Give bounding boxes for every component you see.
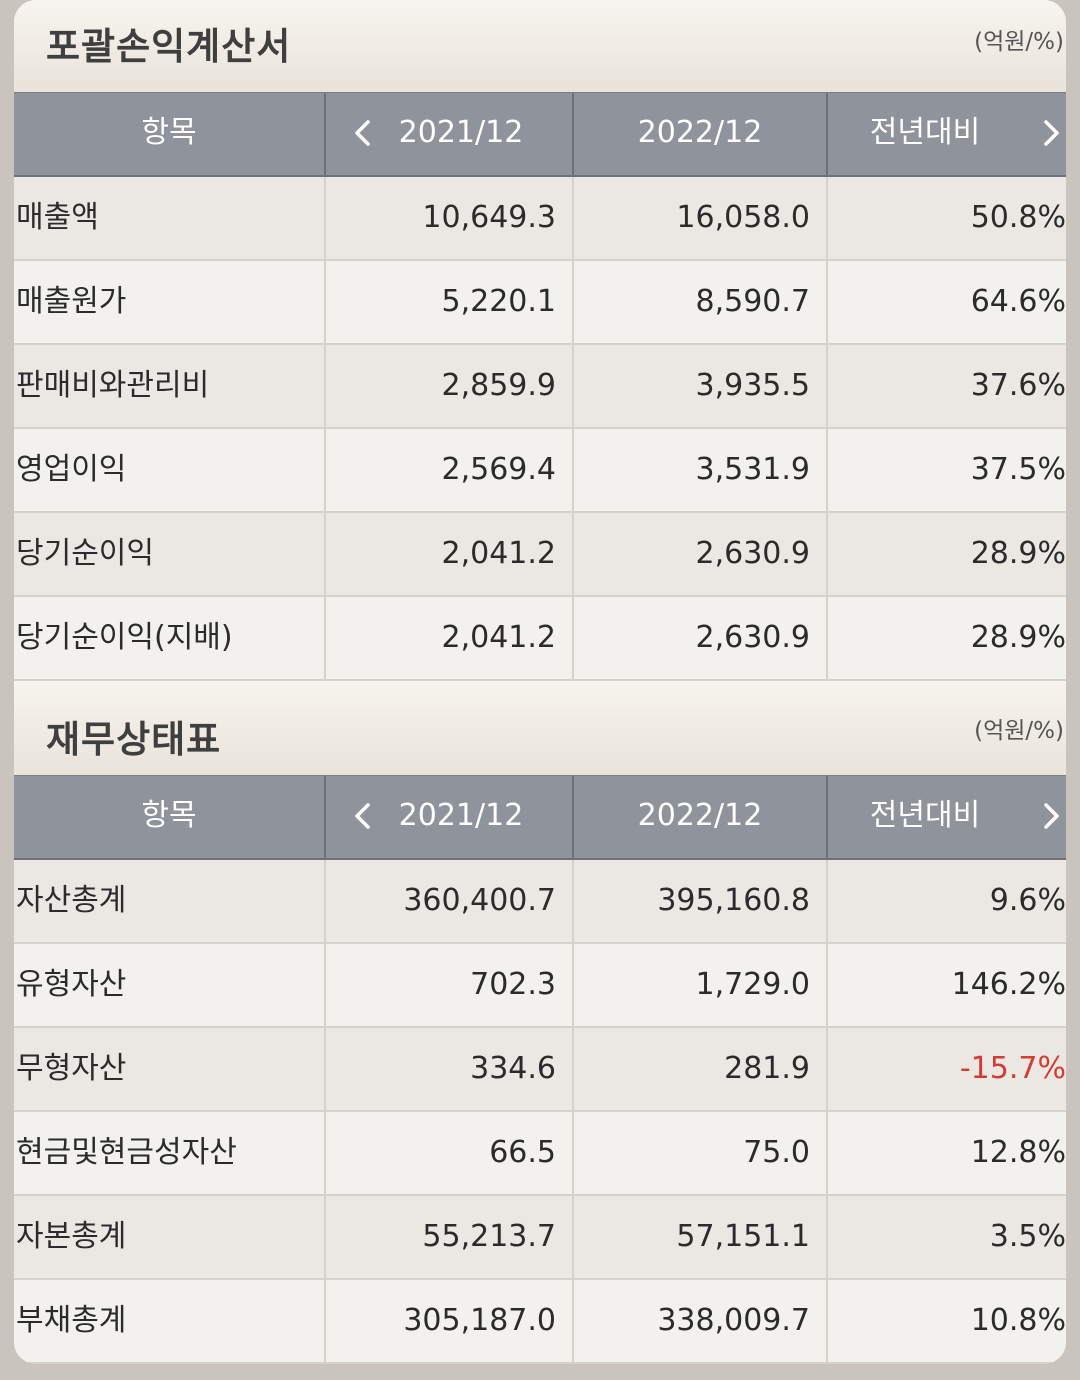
value-2022: 338,009.7 (574, 1280, 828, 1364)
value-yoy: 9.6% (989, 883, 1066, 918)
balance-table-header: 항목 2021/12 2022/12 전년대비 (14, 775, 1066, 860)
value-2021: 305,187.0 (326, 1280, 574, 1364)
value-yoy: 12.8% (970, 1135, 1066, 1170)
value-yoy: 3.5% (989, 1219, 1066, 1254)
income-statement-header: 포괄손익계산서 (억원/%) (14, 0, 1066, 92)
value-2022: 16,058.0 (574, 177, 828, 261)
table-row: 판매비와관리비 2,859.9 3,935.5 37.6% (14, 345, 1066, 429)
column-header-yoy: 전년대비 (869, 115, 981, 150)
table-row: 당기순이익(지배) 2,041.2 2,630.9 28.9% (14, 597, 1066, 681)
row-item-label: 당기순이익 (14, 513, 326, 597)
row-item-label: 매출원가 (14, 261, 326, 345)
value-2022: 2,630.9 (574, 597, 828, 681)
column-header-item: 항목 (14, 93, 326, 175)
income-table-header: 항목 2021/12 2022/12 전년대비 (14, 92, 1066, 177)
row-item-label: 자본총계 (14, 1196, 326, 1280)
column-header-yoy: 전년대비 (869, 798, 981, 833)
balance-table-body: 자산총계 360,400.7 395,160.8 9.6% 유형자산 702.3… (14, 860, 1066, 1364)
row-item-label: 자산총계 (14, 860, 326, 944)
column-header-2022: 2022/12 (574, 776, 828, 858)
value-2021: 2,041.2 (326, 513, 574, 597)
chevron-right-icon[interactable] (1034, 800, 1066, 832)
value-2022: 3,935.5 (574, 345, 828, 429)
row-item-label: 판매비와관리비 (14, 345, 326, 429)
value-yoy: 64.6% (970, 284, 1066, 319)
value-2022: 57,151.1 (574, 1196, 828, 1280)
value-yoy: 37.5% (970, 452, 1066, 487)
row-item-label: 유형자산 (14, 944, 326, 1028)
income-table-body: 매출액 10,649.3 16,058.0 50.8% 매출원가 5,220.1… (14, 177, 1066, 681)
column-header-2021: 2021/12 (326, 93, 574, 175)
value-2021: 360,400.7 (326, 860, 574, 944)
value-2022: 75.0 (574, 1112, 828, 1196)
value-2022: 1,729.0 (574, 944, 828, 1028)
value-yoy: 28.9% (970, 536, 1066, 571)
value-2022: 2,630.9 (574, 513, 828, 597)
column-header-item: 항목 (14, 776, 326, 858)
chevron-left-icon[interactable] (348, 800, 380, 832)
table-row: 당기순이익 2,041.2 2,630.9 28.9% (14, 513, 1066, 597)
unit-label-balance: (억원/%) (974, 718, 1064, 744)
table-row: 영업이익 2,569.4 3,531.9 37.5% (14, 429, 1066, 513)
value-2021: 2,041.2 (326, 597, 574, 681)
value-2022: 8,590.7 (574, 261, 828, 345)
value-yoy: 10.8% (970, 1303, 1066, 1338)
row-item-label: 부채총계 (14, 1280, 326, 1364)
table-row: 매출액 10,649.3 16,058.0 50.8% (14, 177, 1066, 261)
value-yoy-negative: -15.7% (959, 1051, 1066, 1086)
value-2022: 281.9 (574, 1028, 828, 1112)
value-2021: 702.3 (326, 944, 574, 1028)
row-item-label: 무형자산 (14, 1028, 326, 1112)
value-yoy: 28.9% (970, 620, 1066, 655)
table-row: 매출원가 5,220.1 8,590.7 64.6% (14, 261, 1066, 345)
section-title-balance: 재무상태표 (46, 718, 222, 761)
table-row: 부채총계 305,187.0 338,009.7 10.8% (14, 1280, 1066, 1364)
value-yoy: 146.2% (951, 967, 1066, 1002)
value-2021: 5,220.1 (326, 261, 574, 345)
row-item-label: 영업이익 (14, 429, 326, 513)
table-row: 유형자산 702.3 1,729.0 146.2% (14, 944, 1066, 1028)
chevron-left-icon[interactable] (348, 117, 380, 149)
value-2021: 2,569.4 (326, 429, 574, 513)
table-row: 자본총계 55,213.7 57,151.1 3.5% (14, 1196, 1066, 1280)
value-2022: 3,531.9 (574, 429, 828, 513)
value-2021: 55,213.7 (326, 1196, 574, 1280)
balance-sheet-header: 재무상태표 (억원/%) (14, 681, 1066, 775)
value-yoy: 37.6% (970, 368, 1066, 403)
table-row: 현금및현금성자산 66.5 75.0 12.8% (14, 1112, 1066, 1196)
value-2021: 10,649.3 (326, 177, 574, 261)
chevron-right-icon[interactable] (1034, 117, 1066, 149)
value-2021: 334.6 (326, 1028, 574, 1112)
value-yoy: 50.8% (970, 200, 1066, 235)
section-title-income: 포괄손익계산서 (46, 25, 292, 68)
financial-summary-card: 포괄손익계산서 (억원/%) 항목 2021/12 2022/12 전년대비 매… (14, 0, 1066, 1364)
unit-label-income: (억원/%) (974, 29, 1064, 55)
value-2021: 66.5 (326, 1112, 574, 1196)
value-2021: 2,859.9 (326, 345, 574, 429)
column-header-2021: 2021/12 (326, 776, 574, 858)
value-2022: 395,160.8 (574, 860, 828, 944)
table-row: 무형자산 334.6 281.9 -15.7% (14, 1028, 1066, 1112)
column-header-2022: 2022/12 (574, 93, 828, 175)
row-item-label: 현금및현금성자산 (14, 1112, 326, 1196)
table-row: 자산총계 360,400.7 395,160.8 9.6% (14, 860, 1066, 944)
row-item-label: 매출액 (14, 177, 326, 261)
row-item-label: 당기순이익(지배) (14, 597, 326, 681)
